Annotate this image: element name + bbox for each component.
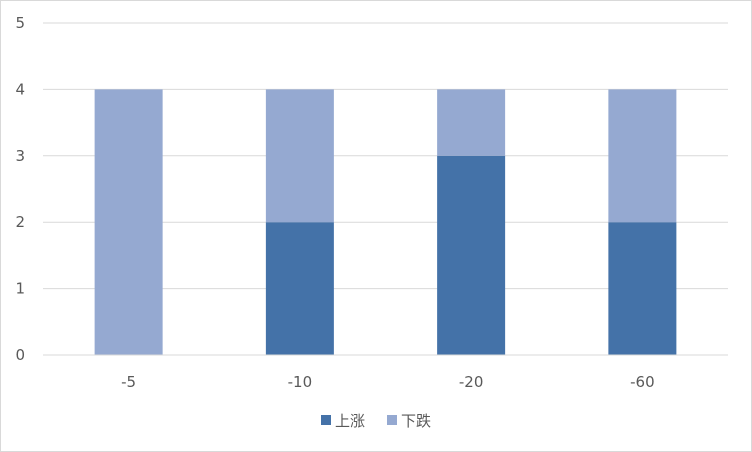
bar-down-0	[94, 89, 163, 356]
legend-swatch	[321, 415, 331, 425]
bar-up-3	[608, 222, 677, 355]
y-tick-label: 0	[15, 346, 25, 364]
y-tick-label: 3	[15, 147, 25, 165]
x-tick-label: -20	[459, 373, 484, 391]
x-tick-label: -60	[630, 373, 655, 391]
y-tick-label: 1	[15, 280, 25, 298]
bar-down-1	[265, 89, 334, 223]
bar-up-1	[265, 222, 334, 355]
bar-down-3	[608, 89, 677, 223]
legend: 上涨 下跌	[321, 412, 431, 430]
bar-up-2	[437, 155, 506, 355]
y-tick-label: 2	[15, 213, 25, 231]
bar-down-2	[437, 89, 506, 156]
legend-swatch	[387, 415, 397, 425]
legend-label: 上涨	[335, 412, 365, 430]
bars	[94, 89, 677, 356]
y-tick-label: 4	[15, 80, 25, 98]
axes: 0 1 2 3 4 5 -5 -10 -20 -60	[15, 14, 728, 391]
x-tick-label: -10	[288, 373, 313, 391]
legend-label: 下跌	[401, 412, 431, 430]
y-tick-label: 5	[15, 14, 25, 32]
x-tick-label: -5	[121, 373, 136, 391]
